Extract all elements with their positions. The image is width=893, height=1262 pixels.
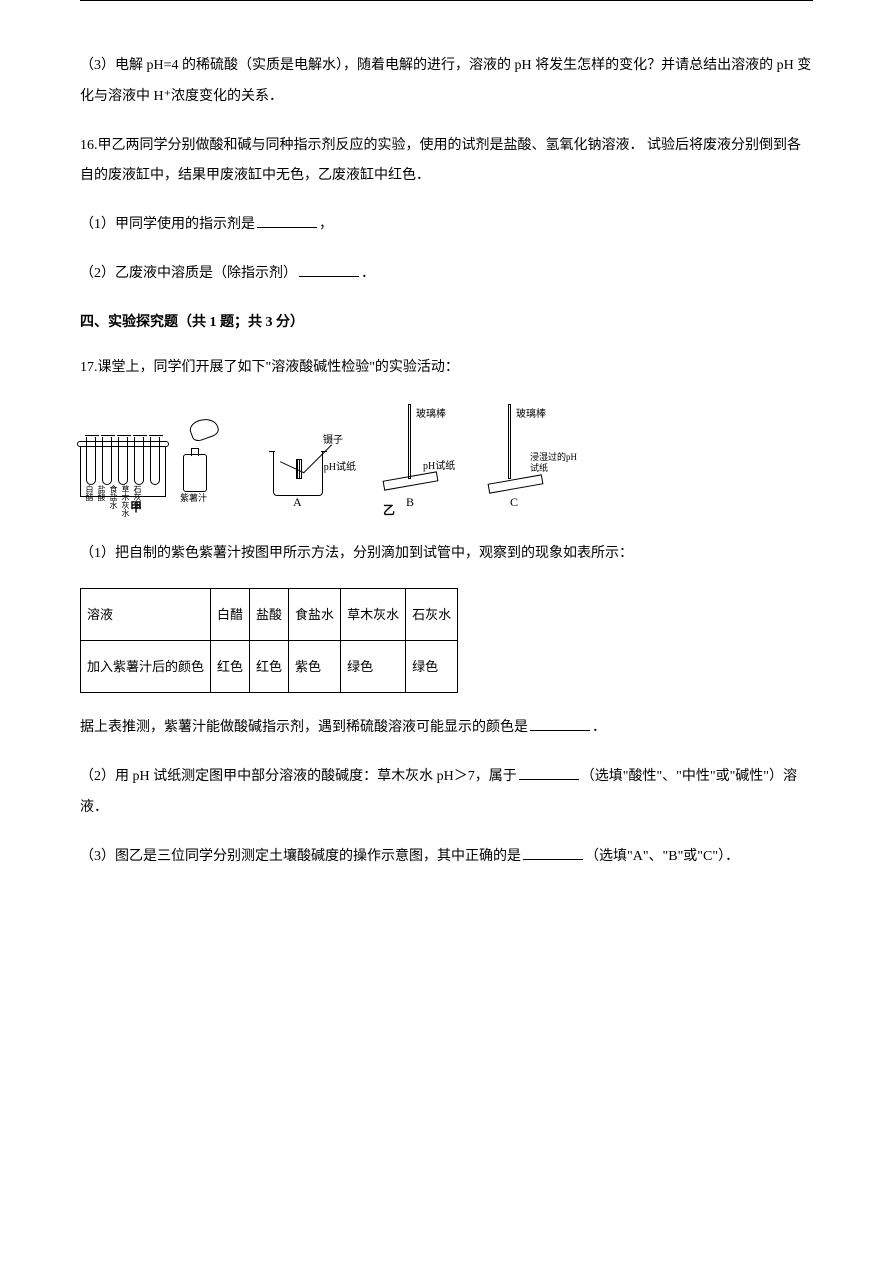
beaker-icon: [273, 451, 323, 496]
setup-b: 玻璃棒 pH试纸 B: [378, 404, 458, 514]
beaker-lip-left: [269, 451, 275, 452]
dropper-bottle: 紫薯汁: [178, 419, 218, 514]
q17-part3: （3）图乙是三位同学分别测定土壤酸碱度的操作示意图，其中正确的是 （选填"A"、"…: [80, 842, 813, 873]
apparatus-jia: 白醋 盐酸 食盐水 草木灰水 石灰水 甲 紫薯汁: [80, 419, 218, 514]
table-cell: 溶液: [81, 588, 211, 640]
table-cell: 加入紫薯汁后的颜色: [81, 640, 211, 692]
q17-intro: 17.课堂上，同学们开展了如下"溶液酸碱性检验"的实验活动：: [80, 353, 813, 384]
q17-table: 溶液 白醋 盐酸 食盐水 草木灰水 石灰水 加入紫薯汁后的颜色 红色 红色 紫色…: [80, 588, 458, 694]
table-cell: 绿色: [341, 640, 406, 692]
tweezers-label: 镊子: [323, 432, 343, 450]
rod-label-b: 玻璃棒: [416, 406, 446, 424]
setup-a: 镊子 pH试纸 A: [258, 429, 348, 514]
table-cell: 白醋: [211, 588, 250, 640]
q16-part2: （2）乙废液中溶质是（除指示剂） ．: [80, 259, 813, 290]
table-cell: 紫色: [289, 640, 341, 692]
q15-part3-text: （3）电解 pH=4 的稀硫酸（实质是电解水），随着电解的进行，溶液的 pH 将…: [80, 58, 811, 104]
tube-lip: [149, 435, 163, 436]
tube-label-4: 草木灰水: [121, 485, 129, 517]
tube-5: [150, 437, 160, 485]
tube-lip: [85, 435, 99, 436]
q16-part2-prefix: （2）乙废液中溶质是（除指示剂）: [80, 266, 297, 281]
q17-part2: （2）用 pH 试纸测定图甲中部分溶液的酸碱度：草木灰水 pH＞7，属于（选填"…: [80, 762, 813, 824]
beaker-lip-right: [321, 451, 327, 452]
setup-a-label: A: [293, 492, 302, 514]
table-cell: 食盐水: [289, 588, 341, 640]
q17-part3-suffix: （选填"A"、"B"或"C"）．: [585, 849, 739, 864]
page-content: （3）电解 pH=4 的稀硫酸（实质是电解水），随着电解的进行，溶液的 pH 将…: [0, 21, 893, 941]
bottle-label: 紫薯汁: [180, 490, 207, 506]
table-cell: 红色: [250, 640, 289, 692]
table-cell: 红色: [211, 640, 250, 692]
glass-rod-b: [408, 404, 411, 479]
bottle-body: [183, 454, 207, 492]
tube-lip: [133, 435, 147, 436]
ph-label-a: pH试纸: [324, 459, 356, 477]
ph-label-b: pH试纸: [423, 458, 455, 476]
yi-label: 乙: [383, 500, 395, 522]
q17-part3-prefix: （3）图乙是三位同学分别测定土壤酸碱度的操作示意图，其中正确的是: [80, 849, 521, 864]
tube-label-1: 白醋: [85, 485, 93, 517]
tube-4: [134, 437, 144, 485]
q17-part2-prefix: （2）用 pH 试纸测定图甲中部分溶液的酸碱度：草木灰水 pH＞7，属于: [80, 769, 517, 784]
q16-part1-prefix: （1）甲同学使用的指示剂是: [80, 217, 255, 232]
tube-1: [86, 437, 96, 485]
q17-part2-blank: [519, 763, 579, 780]
table-cell: 绿色: [406, 640, 458, 692]
jia-label: 甲: [130, 497, 142, 519]
q17-figure: 白醋 盐酸 食盐水 草木灰水 石灰水 甲 紫薯汁 镊子 pH试纸: [80, 404, 813, 514]
q16-part1: （1）甲同学使用的指示剂是 ，: [80, 210, 813, 241]
hand-icon: [187, 415, 220, 443]
tube-label-3: 食盐水: [109, 485, 117, 517]
q17-part1-conclusion: 据上表推测，紫薯汁能做酸碱指示剂，遇到稀硫酸溶液可能显示的颜色是 ．: [80, 713, 813, 744]
tube-2: [102, 437, 112, 485]
q16-part2-blank: [299, 260, 359, 277]
table-row: 加入紫薯汁后的颜色 红色 红色 紫色 绿色 绿色: [81, 640, 458, 692]
rod-label-c: 玻璃棒: [516, 406, 546, 424]
test-tube-rack: 白醋 盐酸 食盐水 草木灰水 石灰水 甲: [80, 429, 170, 514]
table-cell: 盐酸: [250, 588, 289, 640]
setup-b-label: B: [406, 492, 414, 514]
tube-label-2: 盐酸: [97, 485, 105, 517]
ph-label-c: 浸湿过的pH试纸: [530, 452, 578, 474]
tube-lip: [117, 435, 131, 436]
page-top-rule: [80, 0, 813, 1]
q17-part1-blank: [530, 715, 590, 732]
apparatus-yi: 镊子 pH试纸 A 玻璃棒 pH试纸 B 玻璃棒 浸湿过的: [258, 404, 578, 514]
q17-part1-conclusion-suffix: ．: [592, 720, 606, 735]
ph-paper-c: [488, 474, 544, 493]
q16-intro: 16.甲乙两同学分别做酸和碱与同种指示剂反应的实验，使用的试剂是盐酸、氢氧化钠溶…: [80, 131, 813, 193]
section4-title: 四、实验探究题（共 1 题；共 3 分）: [80, 310, 813, 335]
table-row: 溶液 白醋 盐酸 食盐水 草木灰水 石灰水: [81, 588, 458, 640]
q16-part2-suffix: ．: [361, 266, 375, 281]
q15-part3: （3）电解 pH=4 的稀硫酸（实质是电解水），随着电解的进行，溶液的 pH 将…: [80, 51, 813, 113]
q16-part1-suffix: ，: [319, 217, 333, 232]
q17-part1-conclusion-prefix: 据上表推测，紫薯汁能做酸碱指示剂，遇到稀硫酸溶液可能显示的颜色是: [80, 720, 528, 735]
glass-rod-c: [508, 404, 511, 479]
tube-lip: [101, 435, 115, 436]
setup-c-label: C: [510, 492, 518, 514]
table-cell: 石灰水: [406, 588, 458, 640]
q17-part1: （1）把自制的紫色紫薯汁按图甲所示方法，分别滴加到试管中，观察到的现象如表所示：: [80, 539, 813, 570]
table-cell: 草木灰水: [341, 588, 406, 640]
setup-c: 玻璃棒 浸湿过的pH试纸 C: [488, 404, 578, 514]
q17-part3-blank: [523, 843, 583, 860]
tube-3: [118, 437, 128, 485]
q16-part1-blank: [257, 211, 317, 228]
